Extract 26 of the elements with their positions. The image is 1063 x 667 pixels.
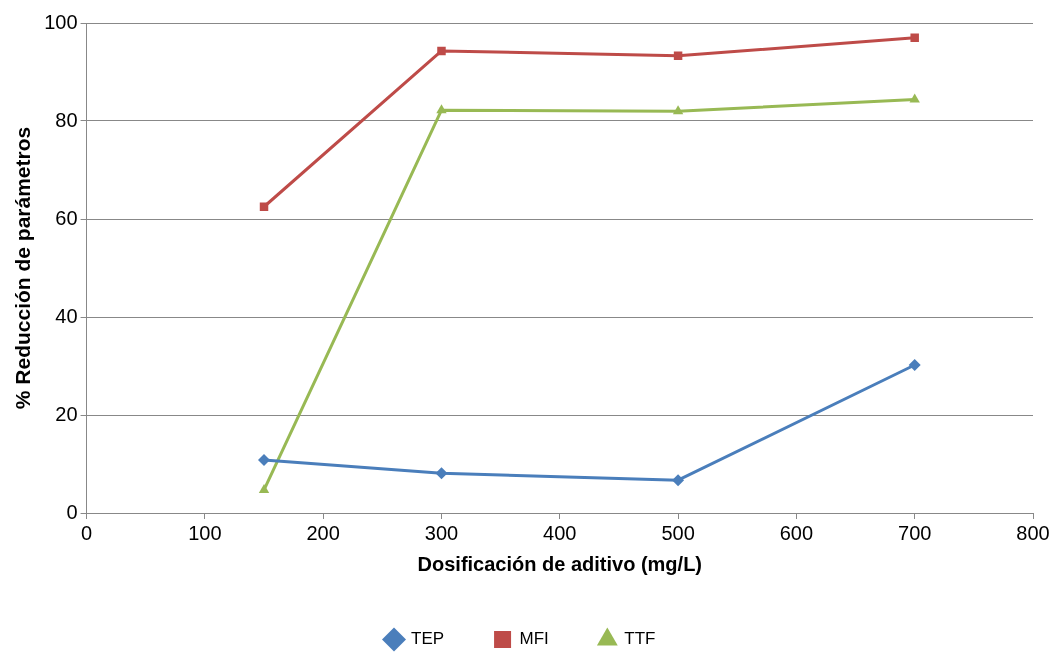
x-tick-label: 400 (543, 521, 577, 544)
y-tick-label: 80 (55, 108, 78, 131)
y-axis-title: % Reducción de parámetros (11, 126, 35, 410)
y-tick-label: 0 (66, 500, 78, 523)
point (910, 33, 919, 42)
x-tick-label: 0 (81, 521, 93, 544)
x-tick-label: 700 (898, 521, 932, 544)
y-tick-label: 60 (55, 206, 78, 229)
y-tick-label: 100 (44, 10, 78, 33)
legend-label: TTF (624, 629, 656, 649)
x-tick-label: 300 (424, 521, 459, 544)
x-tick-label: 500 (661, 521, 695, 544)
point (436, 104, 447, 114)
y-tick-label: 40 (55, 304, 78, 327)
point (672, 474, 685, 487)
x-tick-label: 800 (1016, 521, 1050, 544)
point (672, 105, 684, 115)
x-tick-label: 100 (188, 521, 222, 544)
x-tick-label: 600 (779, 521, 814, 544)
point (437, 46, 446, 56)
legend-label: TEP (411, 629, 445, 649)
y-tick-label: 20 (55, 402, 78, 425)
legend-label: MFI (519, 629, 549, 649)
x-tick-label: 200 (306, 521, 340, 544)
x-axis-title: Dosificación de aditivo (mg/L) (417, 552, 703, 575)
point (908, 359, 921, 372)
